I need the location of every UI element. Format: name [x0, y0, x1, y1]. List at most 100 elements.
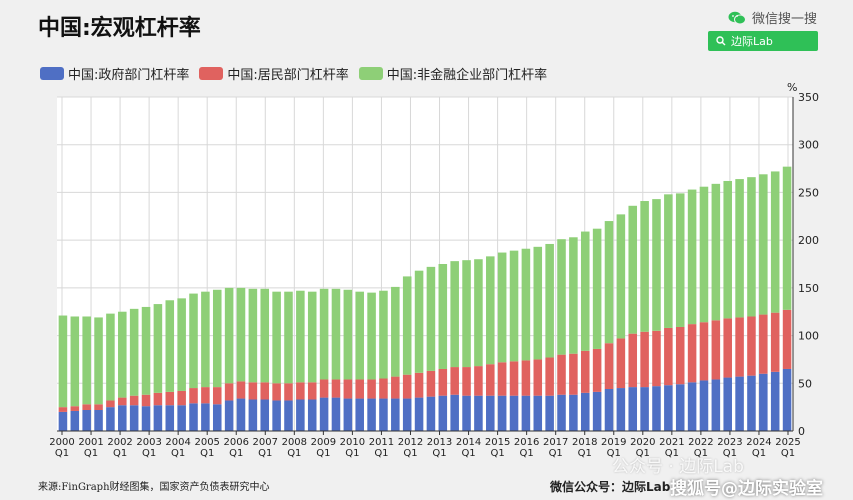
x-tick-label-year: 2011 — [369, 437, 394, 448]
bar-segment-s0 — [58, 411, 68, 431]
bar-segment-s2 — [82, 316, 91, 405]
legend-label-corporate: 中国:非金融企业部门杠杆率 — [386, 68, 548, 83]
bar-segment-s1 — [379, 378, 388, 399]
bar-segment-s2 — [592, 228, 602, 349]
x-tick-label-quarter: Q1 — [636, 448, 650, 459]
bar-segment-s1 — [343, 379, 353, 399]
bar-segment-s2 — [569, 237, 578, 354]
bar-segment-s2 — [509, 250, 519, 362]
search-box[interactable]: 边际Lab — [708, 31, 818, 51]
bar-segment-s0 — [343, 398, 353, 431]
bar-segment-s2 — [426, 266, 436, 371]
x-tick-label-year: 2019 — [601, 437, 626, 448]
bar-segment-s0 — [592, 391, 602, 431]
bar-segment-s2 — [557, 239, 566, 355]
bar-segment-s1 — [580, 350, 590, 393]
bar-segment-s1 — [224, 383, 234, 401]
bar-segment-s2 — [70, 316, 80, 407]
bar-segment-s2 — [177, 298, 186, 391]
bar-segment-s2 — [141, 306, 151, 395]
x-tick-label-quarter: Q1 — [694, 448, 708, 459]
x-tick-label-quarter: Q1 — [781, 448, 795, 459]
bar-segment-s0 — [759, 373, 768, 431]
bar-segment-s1 — [201, 387, 210, 404]
x-tick-label-year: 2015 — [485, 437, 510, 448]
search-icon — [716, 36, 726, 46]
x-tick-label-year: 2013 — [427, 437, 452, 448]
bar-segment-s2 — [521, 248, 531, 361]
bar-segment-s1 — [711, 320, 721, 380]
bar-segment-s2 — [391, 286, 400, 377]
bar-segment-s1 — [165, 391, 175, 406]
x-tick-label-year: 2018 — [572, 437, 597, 448]
bar-segment-s1 — [569, 353, 578, 395]
x-tick-label-year: 2012 — [398, 437, 423, 448]
bar-segment-s1 — [628, 333, 638, 388]
bar-segment-s2 — [735, 179, 744, 318]
x-tick-label-quarter: Q1 — [549, 448, 563, 459]
x-tick-label-quarter: Q1 — [432, 448, 446, 459]
bar-segment-s0 — [569, 394, 578, 431]
bar-segment-s1 — [675, 326, 685, 385]
bar-segment-s1 — [402, 374, 412, 399]
y-tick-label: 250 — [798, 186, 819, 199]
bar-segment-s0 — [580, 392, 590, 431]
bar-segment-s2 — [153, 304, 163, 393]
chart-axes: 050100150200250300350%2000Q12001Q12002Q1… — [49, 81, 819, 459]
x-tick-label-year: 2024 — [746, 437, 771, 448]
bar-segment-s1 — [391, 376, 400, 399]
bar-segment-s2 — [450, 261, 459, 368]
x-tick-label-quarter: Q1 — [607, 448, 621, 459]
bar-segment-s0 — [604, 389, 614, 431]
bar-segment-s2 — [367, 292, 376, 380]
x-tick-label-year: 2021 — [659, 437, 684, 448]
bar-segment-s0 — [94, 410, 103, 431]
bar-segment-s1 — [260, 382, 270, 400]
bar-segment-s1 — [331, 379, 341, 398]
bar-segment-s0 — [735, 376, 744, 431]
bar-segment-s2 — [533, 246, 543, 360]
bar-segment-s2 — [664, 194, 673, 328]
bar-segment-s1 — [284, 383, 293, 401]
x-tick-label-year: 2025 — [775, 437, 800, 448]
bar-segment-s2 — [604, 221, 614, 344]
bar-segment-s0 — [367, 398, 376, 431]
bar-segment-s0 — [189, 403, 198, 431]
bar-segment-s0 — [212, 404, 222, 431]
x-tick-label-year: 2020 — [630, 437, 655, 448]
bar-segment-s0 — [153, 405, 163, 431]
bar-segment-s1 — [521, 360, 531, 396]
bar-segment-s2 — [106, 313, 115, 401]
x-tick-label-quarter: Q1 — [461, 448, 475, 459]
bar-segment-s0 — [723, 377, 732, 431]
y-tick-label: 350 — [798, 91, 819, 104]
bar-segment-s1 — [486, 364, 495, 396]
bar-segment-s2 — [770, 171, 780, 313]
x-tick-label-quarter: Q1 — [316, 448, 330, 459]
x-tick-label-quarter: Q1 — [752, 448, 766, 459]
bar-segment-s0 — [379, 398, 388, 431]
bar-segment-s0 — [450, 394, 459, 431]
bar-segment-s1 — [94, 404, 103, 411]
account-note: 微信公众号：边际Lab — [550, 480, 671, 494]
legend-label-household: 中国:居民部门杠杆率 — [227, 68, 349, 83]
bar-segment-s2 — [628, 205, 638, 334]
bar-segment-s1 — [141, 394, 151, 407]
bar-segment-s2 — [545, 243, 554, 358]
bar-segment-s0 — [747, 375, 756, 431]
bar-segment-s0 — [296, 399, 305, 431]
bar-segment-s1 — [355, 379, 364, 399]
bar-segment-s0 — [201, 403, 210, 431]
bar-segment-s1 — [450, 367, 459, 395]
bar-segment-s2 — [616, 214, 626, 339]
bar-segment-s2 — [402, 276, 412, 375]
legend-swatch-household — [199, 67, 224, 80]
x-tick-label-quarter: Q1 — [171, 448, 185, 459]
search-text: 边际Lab — [731, 35, 773, 48]
wechat-search-label: 微信搜一搜 — [728, 8, 817, 27]
x-tick-label-year: 2003 — [136, 437, 161, 448]
bar-segment-s1 — [129, 395, 139, 406]
bar-segment-s2 — [687, 189, 697, 325]
legend-label-gov: 中国:政府部门杠杆率 — [68, 68, 190, 83]
